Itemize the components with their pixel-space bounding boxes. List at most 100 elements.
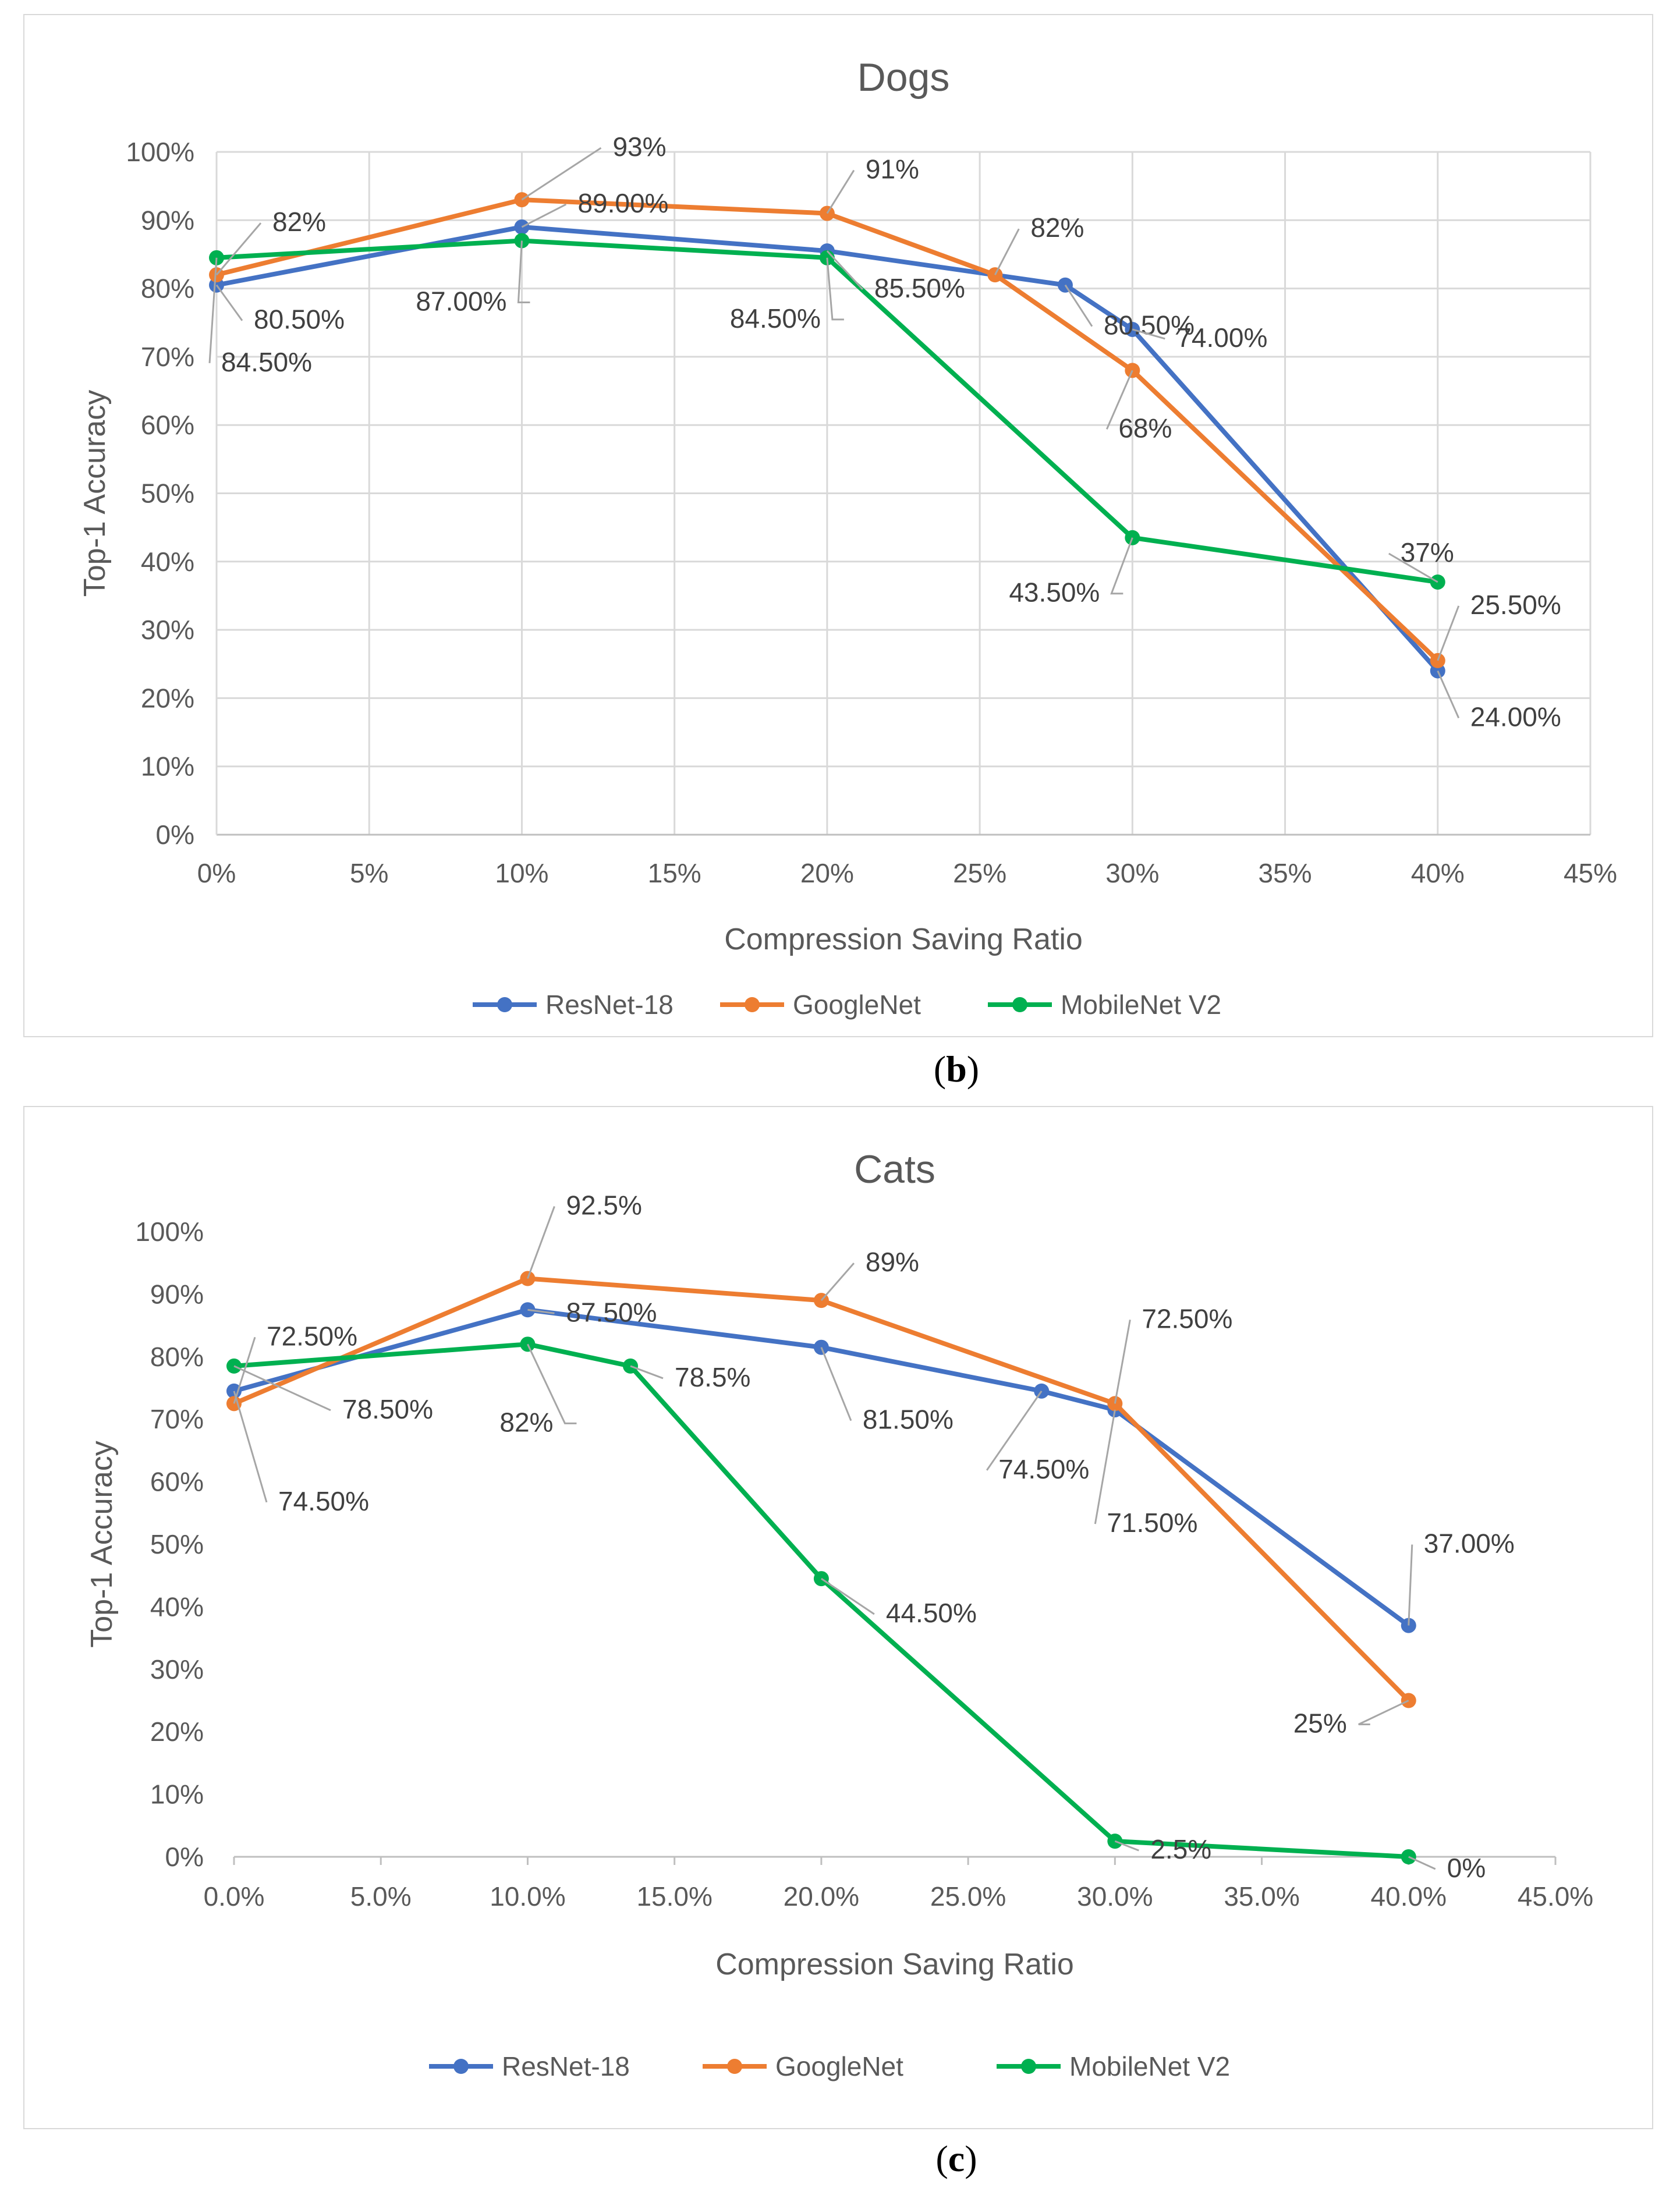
chart-cats-svg: Cats 0% 10% 20% 30% 40% 50% 60% 70% 80% 90% 100% 0.0… — [85, 1147, 1593, 2081]
data-label: 24.00% — [1470, 701, 1561, 732]
data-label-leader — [527, 1308, 555, 1314]
data-label: 87.50% — [566, 1297, 657, 1327]
y-tick-label: 100% — [126, 137, 194, 167]
data-label: 74.50% — [278, 1486, 369, 1516]
data-label: 0% — [1447, 1853, 1486, 1883]
x-tick-label: 40.0% — [1371, 1881, 1447, 1912]
data-label-leader — [1437, 670, 1460, 719]
x-tick-label: 25.0% — [930, 1881, 1006, 1912]
caption-c-letter: c — [948, 2138, 965, 2179]
x-tick-label: 45% — [1564, 858, 1617, 888]
caption-b: (b) — [933, 1048, 980, 1090]
y-tick-label: 100% — [135, 1217, 204, 1247]
y-tick-label: 90% — [141, 205, 194, 235]
data-point — [623, 1358, 638, 1374]
data-label: 68% — [1118, 413, 1172, 443]
y-tick-label: 30% — [141, 615, 194, 645]
data-label-leader — [1114, 1320, 1131, 1404]
data-label: 91% — [866, 154, 919, 185]
data-label-leader — [1132, 328, 1165, 340]
x-tick-label: 5.0% — [350, 1881, 412, 1912]
data-label: 89.00% — [577, 188, 668, 218]
x-tick-label: 25% — [953, 858, 1006, 888]
data-label: 92.5% — [566, 1190, 641, 1221]
data-label: 93% — [612, 132, 666, 162]
x-tick-label: 35.0% — [1224, 1881, 1299, 1912]
chart-dogs-svg: Dogs 0% 10% 20% 30% 40% 50% 60% 70% 80% 90% 100% 0% 5… — [78, 55, 1617, 1020]
y-tick-label: 50% — [141, 478, 194, 509]
data-label-leader — [1105, 370, 1133, 430]
y-tick-label: 80% — [141, 274, 194, 304]
data-label: 80.50% — [254, 304, 345, 335]
y-tick-label: 90% — [150, 1279, 204, 1309]
series-line — [232, 1342, 1411, 1859]
data-label-leader — [527, 1206, 555, 1279]
data-label-leader — [1358, 1700, 1409, 1725]
data-label-leader — [521, 203, 567, 228]
x-tick-label: 40% — [1411, 858, 1465, 888]
data-point — [226, 1396, 242, 1412]
data-label-leader — [1388, 552, 1438, 583]
x-tick-label: 20.0% — [784, 1881, 859, 1912]
data-label-leader — [233, 1365, 331, 1412]
legend-entry: MobileNet V2 — [1061, 990, 1221, 1020]
data-label-leader — [527, 1343, 577, 1424]
y-axis-label: Top-1 Accuracy — [85, 1441, 119, 1648]
data-point — [813, 1339, 829, 1355]
data-label: 74.00% — [1176, 322, 1267, 353]
data-label: 37% — [1401, 537, 1454, 568]
data-label: 81.50% — [863, 1405, 954, 1435]
data-point — [1401, 1618, 1416, 1633]
y-tick-label: 20% — [141, 683, 194, 713]
data-label: 44.50% — [886, 1598, 977, 1628]
data-label-leader — [1094, 1409, 1116, 1524]
data-label: 71.50% — [1107, 1508, 1197, 1538]
data-label: 84.50% — [730, 303, 821, 334]
data-label-leader — [521, 147, 602, 201]
y-tick-label: 70% — [150, 1404, 204, 1434]
data-label: 25% — [1293, 1708, 1347, 1739]
x-tick-label: 20% — [800, 858, 854, 888]
chart-dogs: Dogs 0% 10% 20% 30% 40% 50% 60% 70% 80% 90% 100% 0% 5… — [23, 14, 1653, 1037]
y-axis-label: Top-1 Accuracy — [78, 390, 112, 597]
y-tick-label: 30% — [150, 1654, 204, 1685]
data-label-leader — [820, 1263, 855, 1302]
chart-cats: Cats 0% 10% 20% 30% 40% 50% 60% 70% 80% 90% 100% 0.0… — [23, 1106, 1653, 2129]
data-label-leader — [630, 1365, 664, 1380]
legend-entry: ResNet-18 — [545, 990, 674, 1020]
data-label: 89% — [866, 1247, 919, 1277]
data-label-leader — [1064, 284, 1093, 327]
data-label: 82% — [272, 207, 326, 237]
y-tick-label: 60% — [150, 1467, 204, 1497]
data-label-leader — [1437, 605, 1460, 661]
data-label: 82% — [1030, 212, 1084, 243]
caption-b-letter: b — [946, 1048, 967, 1090]
data-label: 72.50% — [1142, 1303, 1232, 1334]
legend-entry: MobileNet V2 — [1069, 2051, 1230, 2081]
chart-title: Dogs — [857, 55, 950, 100]
data-label: 72.50% — [267, 1321, 357, 1351]
legend-entry: GoogleNet — [793, 990, 921, 1020]
data-label-leader — [1408, 1544, 1413, 1626]
data-label: 37.00% — [1424, 1529, 1515, 1559]
legend-marker — [1012, 997, 1027, 1012]
data-point — [226, 1358, 242, 1374]
x-tick-label: 0.0% — [204, 1881, 265, 1912]
data-label: 25.50% — [1470, 590, 1561, 620]
y-tick-label: 60% — [141, 410, 194, 440]
x-tick-label: 45.0% — [1518, 1881, 1593, 1912]
data-label-leader — [1408, 1856, 1436, 1870]
legend-marker — [497, 997, 512, 1012]
legend-entry: GoogleNet — [775, 2051, 903, 2081]
y-tick-label: 40% — [141, 547, 194, 577]
x-axis-label: Compression Saving Ratio — [724, 923, 1083, 956]
legend-entry: ResNet-18 — [502, 2051, 630, 2081]
data-label: 80.50% — [1104, 310, 1195, 341]
data-label-leader — [233, 1391, 268, 1503]
data-label-leader — [826, 250, 863, 290]
data-label-leader — [820, 1347, 852, 1421]
x-tick-label: 15.0% — [636, 1881, 712, 1912]
data-label-leader — [517, 240, 530, 303]
x-tick-label: 5% — [350, 858, 388, 888]
legend-marker — [727, 2059, 742, 2074]
